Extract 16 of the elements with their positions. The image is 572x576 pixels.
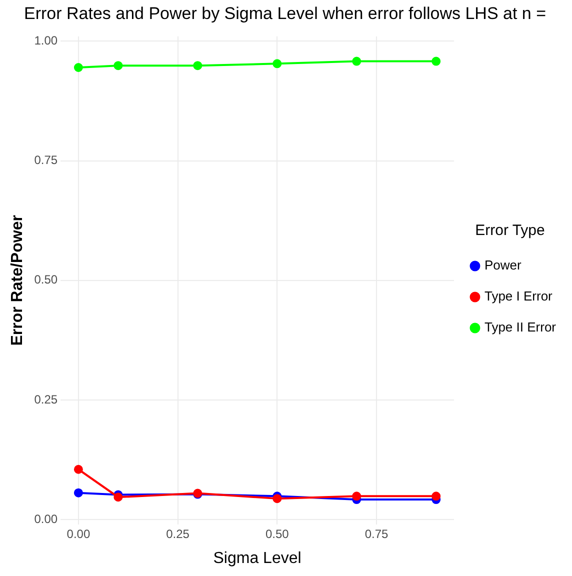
- legend-label: Power: [484, 258, 522, 273]
- x-axis-title: Sigma Level: [213, 550, 302, 567]
- x-tick-label: 0.25: [166, 526, 190, 541]
- y-tick-label: 0.25: [34, 392, 58, 406]
- legend-title: Error Type: [475, 222, 545, 240]
- y-axis-title: Error Rate/Power: [9, 215, 26, 346]
- legend-label: Type I Error: [484, 288, 554, 304]
- x-tick-label: 0.00: [66, 526, 90, 541]
- y-tick-label: 0.75: [34, 153, 58, 168]
- x-tick-label: 0.75: [364, 526, 388, 541]
- legend-label: Type II Error: [484, 320, 557, 335]
- y-tick-label: 0.50: [34, 272, 58, 287]
- y-tick-label: 0.00: [34, 512, 58, 526]
- x-tick-label: 0.50: [265, 526, 290, 541]
- y-tick-label: 1.00: [34, 33, 58, 48]
- chart-title: Error Rates and Power by Sigma Level when error follows LHS at n =: [24, 4, 546, 23]
